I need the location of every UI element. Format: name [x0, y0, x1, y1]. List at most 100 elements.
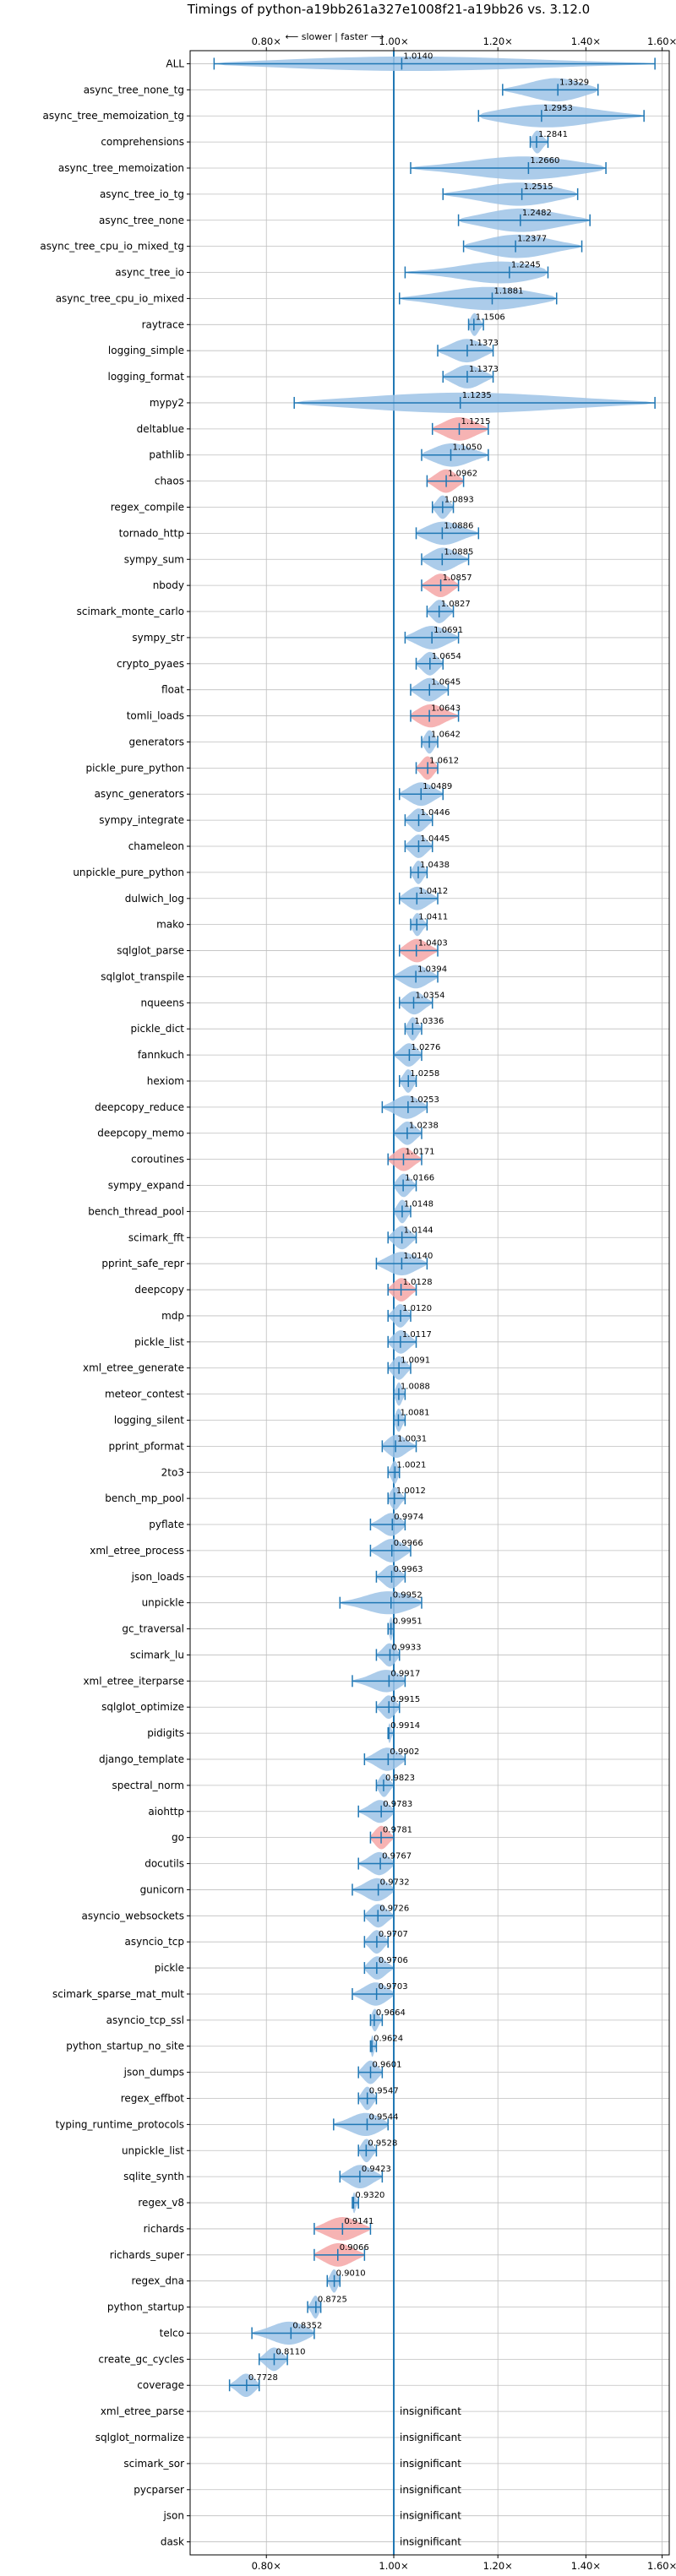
- value-label: 1.0031: [397, 1434, 427, 1443]
- row-label: async_tree_cpu_io_mixed: [56, 292, 184, 304]
- insignificant-label: insignificant: [400, 2432, 461, 2443]
- value-label: 0.9902: [390, 1747, 419, 1757]
- value-label: 0.9703: [379, 1982, 408, 1992]
- value-label: 0.9781: [383, 1826, 412, 1835]
- value-label: 1.2953: [543, 104, 573, 113]
- row-label: scimark_sparse_mat_mult: [52, 1988, 184, 2000]
- row-label: regex_compile: [111, 501, 184, 513]
- violin-layer: [213, 51, 656, 2555]
- row-label: async_tree_none_tg: [84, 84, 184, 95]
- row-label: mdp: [161, 1310, 184, 1322]
- row-label: scimark_sor: [123, 2458, 184, 2470]
- row-label: xml_etree_generate: [83, 1362, 184, 1374]
- row-label: xml_etree_process: [90, 1545, 184, 1557]
- value-label: 1.0253: [410, 1095, 439, 1105]
- row-label: nqueens: [141, 997, 184, 1008]
- row-label: bench_thread_pool: [88, 1205, 184, 1217]
- value-label: 1.0394: [417, 965, 447, 974]
- value-label: 0.9528: [368, 2139, 397, 2148]
- value-label: 1.1506: [476, 312, 505, 322]
- value-label: 1.0091: [401, 1356, 430, 1366]
- row-label: python_startup_no_site: [66, 2041, 184, 2052]
- x-tick-label-top: 1.00×: [379, 35, 408, 47]
- row-label: asyncio_websockets: [82, 1910, 184, 1921]
- row-label: async_generators: [95, 788, 184, 800]
- row-label: pathlib: [149, 449, 184, 461]
- value-label: 0.9664: [376, 2008, 406, 2018]
- row-label: json_loads: [131, 1571, 184, 1583]
- value-label: 1.0446: [420, 808, 450, 818]
- row-label: tomli_loads: [127, 710, 184, 722]
- row-label: pycparser: [134, 2484, 184, 2496]
- row-label: richards: [144, 2223, 184, 2235]
- value-label: 0.9544: [368, 2112, 398, 2122]
- value-label: 0.8725: [318, 2296, 347, 2305]
- x-tick-label-bottom: 1.60×: [647, 2560, 676, 2572]
- value-label: 0.8110: [275, 2347, 305, 2356]
- value-label: 1.0336: [414, 1017, 444, 1026]
- row-label: pickle: [155, 1962, 184, 1974]
- row-label: deepcopy_memo: [97, 1128, 184, 1139]
- value-label: 1.0412: [418, 887, 448, 896]
- row-label: scimark_lu: [130, 1649, 184, 1660]
- value-label: 1.2515: [524, 182, 553, 192]
- row-label: async_tree_io_tg: [100, 188, 184, 200]
- row-label: coverage: [137, 2379, 184, 2391]
- value-label: 0.9951: [393, 1617, 422, 1627]
- row-label: sympy_sum: [124, 553, 184, 565]
- row-label: scimark_fft: [128, 1231, 184, 1243]
- value-label: 0.9141: [344, 2217, 373, 2226]
- row-label: json_dumps: [123, 2067, 184, 2079]
- row-label: generators: [128, 736, 184, 747]
- row-label: sqlite_synth: [123, 2171, 184, 2182]
- value-label: 1.0128: [403, 1278, 433, 1287]
- x-tick-label-top: 1.20×: [483, 35, 513, 47]
- row-label: pickle_list: [134, 1336, 184, 1348]
- row-label: typing_runtime_protocols: [56, 2118, 184, 2130]
- row-label: scimark_monte_carlo: [77, 606, 184, 617]
- row-label: regex_effbot: [121, 2093, 185, 2105]
- direction-annotation: ⟵ slower | faster ⟶: [286, 31, 384, 42]
- row-label: chameleon: [128, 840, 184, 852]
- row-label: hexiom: [147, 1075, 184, 1087]
- row-label: sqlglot_optimize: [101, 1701, 184, 1713]
- value-label: 0.9320: [355, 2191, 384, 2200]
- value-label: 0.9066: [340, 2243, 369, 2253]
- value-label: 0.9726: [379, 1904, 409, 1913]
- row-label: regex_v8: [138, 2197, 184, 2209]
- value-label: 0.9952: [393, 1591, 422, 1600]
- value-label: 1.2841: [538, 130, 568, 139]
- row-label: unpickle_list: [122, 2144, 184, 2156]
- value-label: 1.1373: [469, 339, 499, 348]
- row-label: asyncio_tcp_ssl: [106, 2014, 184, 2026]
- value-label: 0.9732: [380, 1878, 410, 1887]
- value-label: 1.0642: [431, 730, 461, 739]
- row-label: go: [172, 1832, 184, 1844]
- value-label: 0.9624: [373, 2035, 403, 2044]
- value-label: 1.1881: [493, 286, 523, 296]
- value-label: 0.9706: [379, 1956, 408, 1965]
- value-label: 1.0645: [431, 678, 461, 687]
- row-label: deepcopy_reduce: [95, 1101, 184, 1113]
- row-label: crypto_pyaes: [117, 658, 184, 670]
- insignificant-label: insignificant: [400, 2405, 461, 2417]
- value-label: 1.0120: [402, 1304, 432, 1313]
- row-label: raytrace: [142, 318, 184, 330]
- row-label: deepcopy: [134, 1284, 184, 1296]
- value-label: 1.0654: [432, 652, 461, 661]
- value-label: 1.0140: [403, 52, 433, 61]
- value-label: 1.0445: [420, 834, 450, 844]
- value-label: 1.0081: [400, 1408, 429, 1417]
- value-label: 1.0012: [396, 1486, 426, 1496]
- row-label: docutils: [144, 1858, 184, 1870]
- value-label: 1.3329: [559, 78, 589, 87]
- value-label: 1.2660: [530, 156, 559, 166]
- row-label: tornado_http: [119, 527, 184, 539]
- value-label: 0.9547: [369, 2087, 399, 2096]
- value-label: 0.8352: [292, 2321, 322, 2330]
- value-label: 0.9933: [391, 1643, 421, 1652]
- row-label: sympy_str: [132, 632, 184, 644]
- value-label: 1.0403: [418, 939, 448, 948]
- row-label: richards_super: [110, 2249, 184, 2261]
